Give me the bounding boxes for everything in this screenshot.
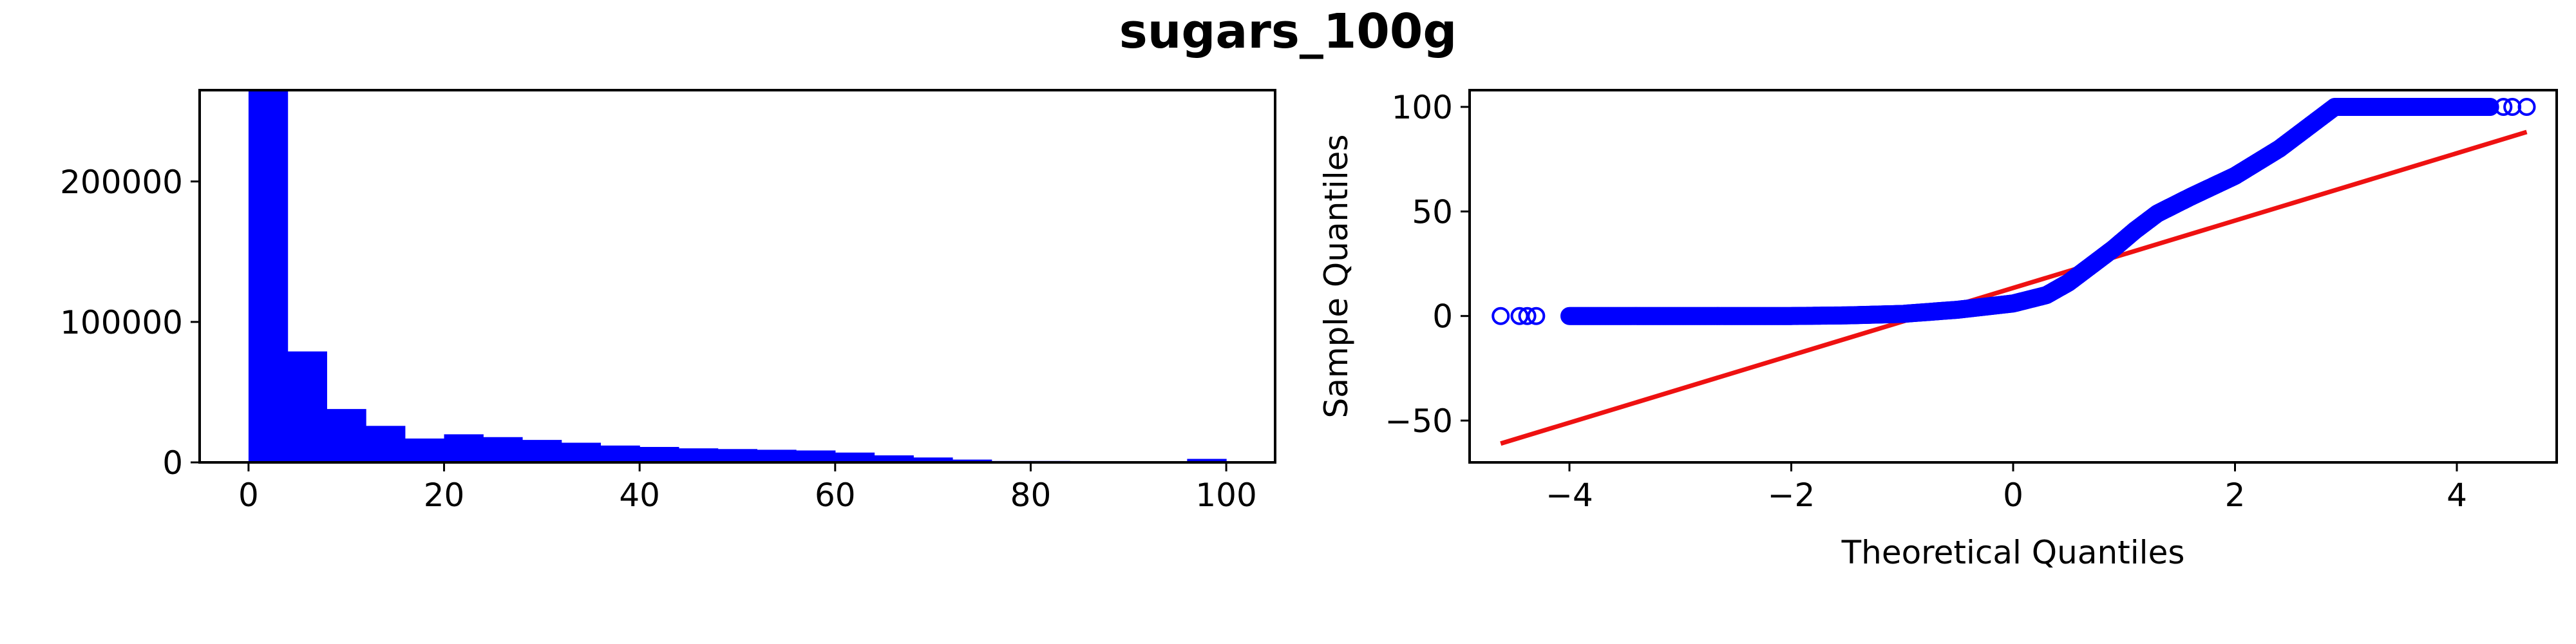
qq-x-tick-label: 2 (2225, 477, 2246, 514)
chart-title: sugars_100g (1119, 4, 1457, 59)
qq-point (2481, 97, 2499, 116)
qq-point (2517, 97, 2536, 116)
qq-x-tick-label: 4 (2447, 477, 2467, 514)
histogram-bar (561, 442, 601, 462)
histogram-bar (483, 437, 523, 462)
qq-y-tick-label: −50 (1385, 402, 1453, 440)
histogram-bar (444, 434, 484, 462)
histogram-bar (678, 448, 719, 462)
histogram-bar (522, 440, 562, 462)
histogram-bar (1187, 459, 1227, 462)
histogram-x-tick-label: 100 (1195, 477, 1256, 514)
qq-y-tick-label: 50 (1412, 193, 1453, 231)
histogram-bar (874, 455, 914, 462)
qq-x-axis-label: Theoretical Quantiles (1841, 534, 2185, 571)
qq-point (2494, 97, 2513, 116)
qq-y-tick-label: 100 (1392, 89, 1453, 126)
histogram-bar (952, 459, 992, 462)
qq-reference-line (1500, 129, 2528, 446)
qq-y-axis-label: Sample Quantiles (1318, 135, 1355, 419)
histogram-bar (757, 450, 797, 462)
histogram-y-tick-label: 100000 (60, 304, 183, 341)
histogram-bar (913, 457, 953, 462)
histogram-bar (404, 438, 445, 462)
histogram-x-tick-label: 60 (815, 477, 856, 514)
histogram-x-tick-label: 0 (238, 477, 259, 514)
histogram-bar (366, 426, 406, 462)
qq-plot-frame (1468, 89, 2558, 464)
histogram-bar (600, 445, 640, 462)
histogram-x-tick-label: 80 (1010, 477, 1052, 514)
histogram-plot-frame (198, 89, 1276, 464)
histogram-bar (248, 90, 289, 462)
qq-point (1492, 307, 1510, 325)
histogram-x-tick-label: 20 (424, 477, 465, 514)
histogram-bar (287, 351, 327, 462)
qq-point (1518, 307, 1537, 325)
histogram-chart: 0 20 40 60 80 100 0 100000 200000 (60, 89, 1276, 514)
histogram-y-tick-label: 0 (162, 444, 183, 482)
histogram-bar (835, 452, 875, 462)
qq-point (1527, 307, 1546, 325)
qq-x-tick-label: 0 (2003, 477, 2023, 514)
qq-y-tick-label: 0 (1432, 298, 1453, 336)
histogram-bar (796, 450, 836, 462)
histogram-bar (717, 449, 757, 462)
qq-x-tick-label: −4 (1546, 477, 1593, 514)
histogram-bar (639, 447, 679, 462)
histogram-bar (327, 409, 366, 462)
histogram-y-tick-label: 200000 (60, 164, 183, 201)
histogram-x-tick-label: 40 (619, 477, 660, 514)
qq-x-tick-label: −2 (1768, 477, 1815, 514)
